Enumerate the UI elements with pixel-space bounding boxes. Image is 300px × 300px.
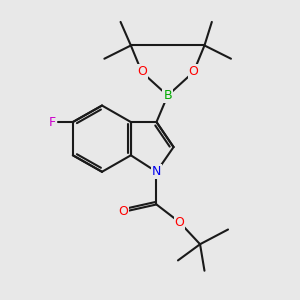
Text: N: N: [152, 165, 161, 178]
Text: O: O: [137, 65, 147, 79]
Text: O: O: [189, 65, 199, 79]
Text: O: O: [118, 205, 128, 218]
Text: F: F: [49, 116, 56, 128]
Text: B: B: [164, 89, 172, 102]
Text: O: O: [175, 216, 184, 229]
